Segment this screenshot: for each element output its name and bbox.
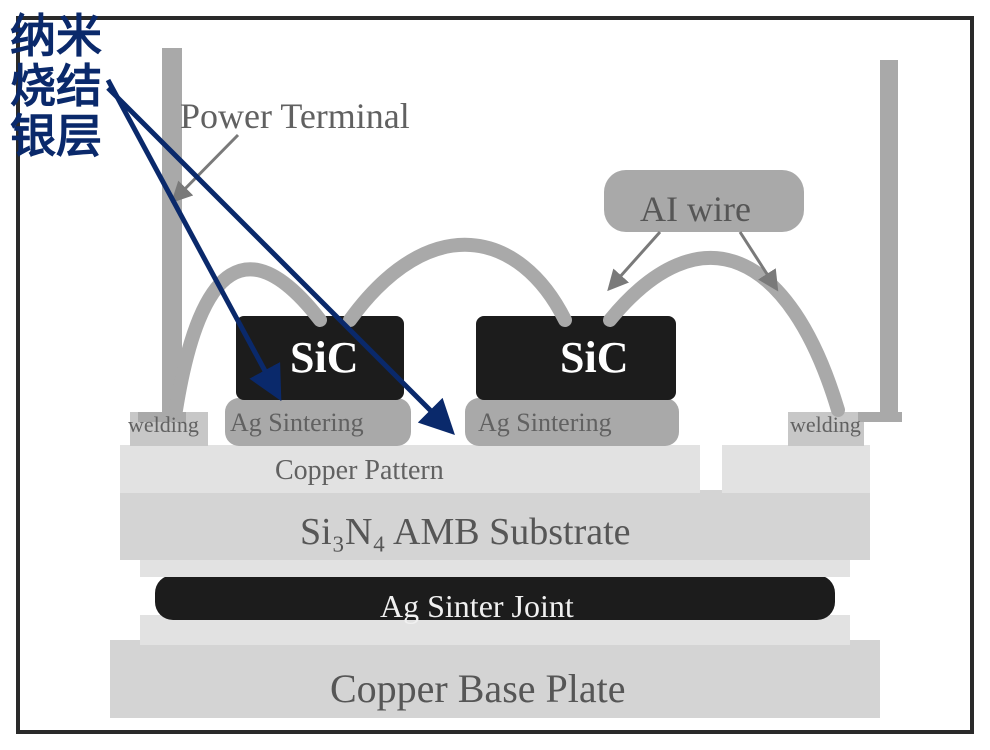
power-terminal-right-foot	[858, 412, 902, 422]
copper-pattern-label: Copper Pattern	[275, 455, 444, 487]
welding-left-label: welding	[128, 412, 199, 438]
module-cross-section: 纳米烧结银层 Power Terminal AI wire SiC SiC Ag…	[0, 0, 990, 750]
copper-base-plate-label: Copper Base Plate	[330, 665, 626, 712]
power-terminal-label: Power Terminal	[180, 95, 410, 137]
welding-right-label: welding	[790, 412, 861, 438]
ag-sinter-joint-label: Ag Sinter Joint	[380, 588, 574, 625]
chinese-annotation: 纳米烧结银层	[10, 12, 102, 162]
ag-sintering-left-label: Ag Sintering	[230, 408, 364, 438]
sic-left-label: SiC	[290, 332, 358, 383]
substrate-label: Si₃N₄ AMB Substrate	[300, 510, 631, 554]
ag-sintering-right-label: Ag Sintering	[478, 408, 612, 438]
al-wire-label: AI wire	[640, 188, 751, 230]
sic-right-label: SiC	[560, 332, 628, 383]
copper-pattern-right	[722, 445, 870, 493]
power-terminal-right	[880, 60, 898, 420]
power-terminal-left	[162, 48, 182, 420]
